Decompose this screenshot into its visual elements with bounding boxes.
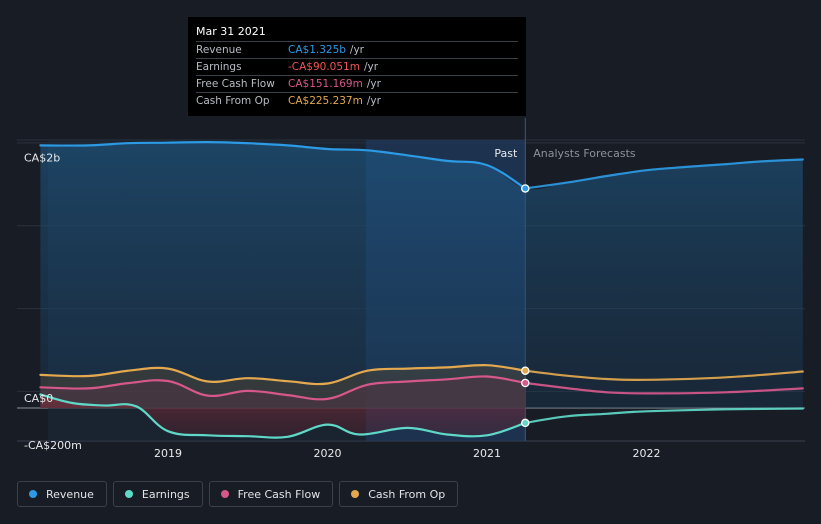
legend-dot-icon	[29, 490, 37, 498]
tooltip-row-cash-from-op: Cash From Op CA$225.237m /yr	[196, 92, 518, 109]
tooltip: Mar 31 2021 Revenue CA$1.325b /yr Earnin…	[188, 17, 526, 116]
y-tick-label: CA$0	[24, 392, 53, 405]
tooltip-date: Mar 31 2021	[196, 25, 266, 38]
earnings-marker	[521, 418, 530, 428]
earnings-line	[39, 393, 527, 439]
legend-item-cash-from-op[interactable]: Cash From Op	[339, 481, 459, 507]
tooltip-value: CA$1.325b	[288, 44, 346, 56]
forecast-label: Analysts Forecasts	[533, 147, 636, 160]
legend-item-earnings[interactable]: Earnings	[112, 481, 203, 507]
revenue-line	[39, 140, 527, 190]
revenue-marker	[521, 184, 530, 193]
legend-label: Earnings	[141, 487, 190, 501]
tooltip-row-free-cash-flow: Free Cash Flow CA$151.169m /yr	[196, 75, 518, 92]
cash-from-op-forecast-line	[524, 369, 804, 381]
legend-dot-icon	[220, 490, 229, 498]
legend-label: Cash From Op	[368, 487, 446, 501]
free-cash-flow-marker	[521, 378, 530, 388]
tooltip-value: CA$225.237m	[288, 95, 363, 107]
y-tick-label: -CA$200m	[24, 439, 82, 452]
legend-item-revenue[interactable]: Revenue	[17, 481, 107, 507]
tooltip-unit: /yr	[366, 78, 381, 90]
cash-from-op-marker	[521, 366, 530, 375]
tooltip-label: Earnings	[196, 61, 242, 73]
x-tick-label: 2021	[473, 447, 501, 460]
x-tick-label: 2020	[314, 447, 342, 460]
free-cash-flow-forecast-line	[524, 381, 804, 395]
free-cash-flow-area	[40, 376, 526, 408]
y-tick-label: CA$2b	[24, 152, 60, 165]
tooltip-row-revenue: Revenue CA$1.325b /yr	[196, 41, 518, 58]
x-tick-label: 2019	[154, 447, 182, 460]
tooltip-value: -CA$90.051m	[288, 61, 360, 73]
tooltip-unit: /yr	[363, 61, 379, 73]
tooltip-label: Cash From Op	[196, 95, 270, 107]
free-cash-flow-line	[39, 375, 527, 401]
past-label: Past	[494, 147, 518, 160]
tooltip-unit: /yr	[349, 44, 364, 56]
tooltip-unit: /yr	[366, 95, 381, 107]
earnings-forecast-line	[524, 407, 804, 424]
revenue-area	[40, 142, 803, 409]
tooltip-row-earnings: Earnings -CA$90.051m /yr	[196, 58, 518, 75]
legend-item-free-cash-flow[interactable]: Free Cash Flow	[208, 481, 334, 507]
tooltip-value: CA$151.169m	[288, 78, 363, 90]
revenue-forecast-line	[524, 158, 804, 190]
tooltip-label: Revenue	[196, 44, 242, 56]
legend-label: Free Cash Flow	[237, 487, 321, 501]
tooltip-label: Free Cash Flow	[196, 78, 275, 90]
legend-dot-icon	[351, 490, 360, 498]
legend-label: Revenue	[46, 487, 94, 501]
legend-dot-icon	[124, 490, 133, 498]
cash-from-op-line	[39, 364, 527, 386]
legend: Revenue Earnings Free Cash Flow Cash Fro…	[17, 481, 459, 507]
x-tick-label: 2022	[633, 447, 661, 460]
